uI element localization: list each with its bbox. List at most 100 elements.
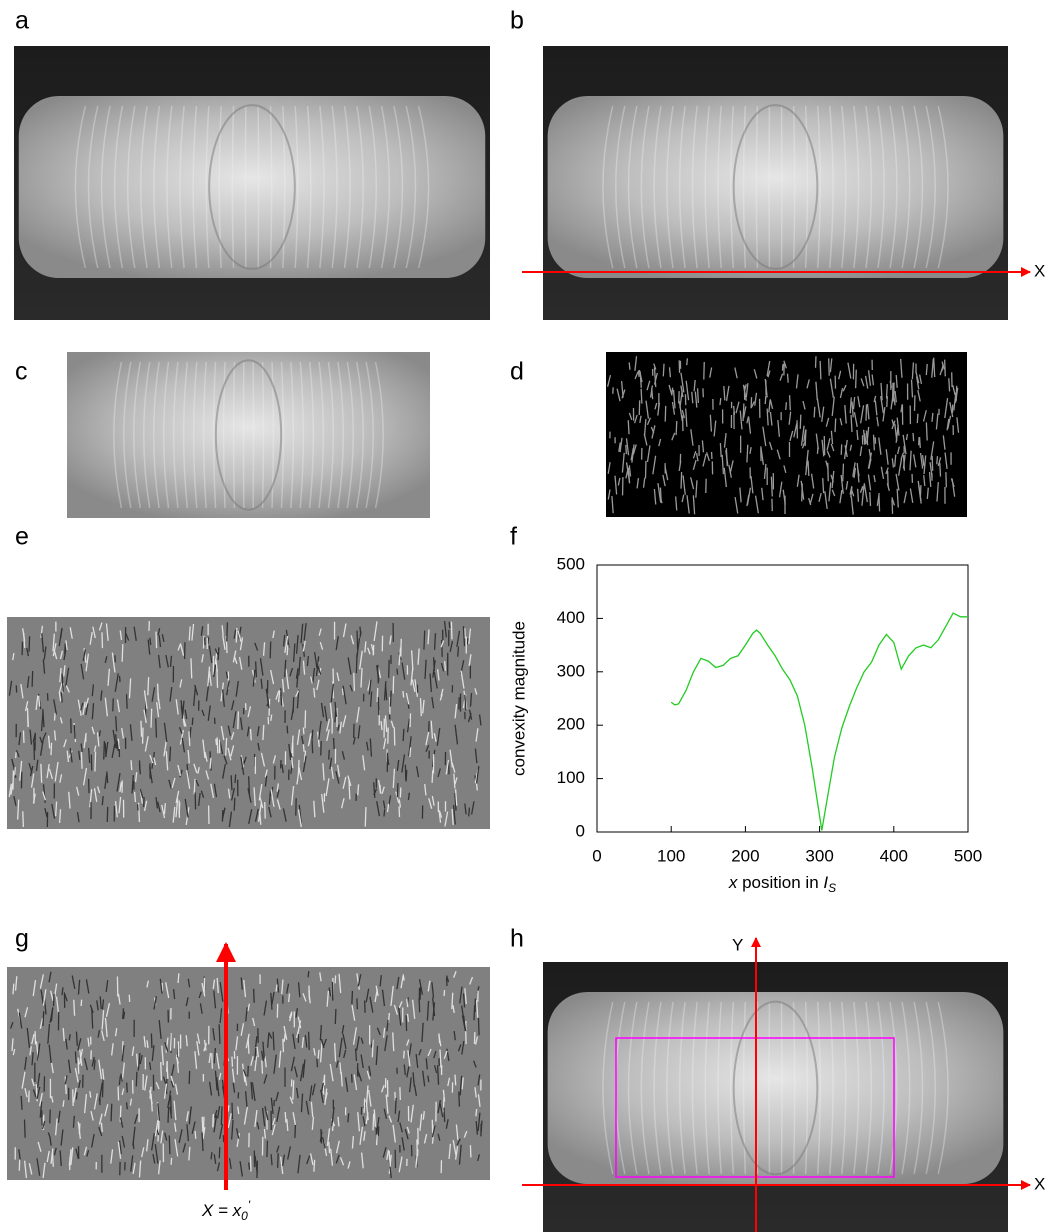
edge-stroke: [89, 1091, 92, 1098]
edge-stroke: [423, 1133, 428, 1144]
edge-stroke: [287, 993, 291, 1003]
edge-stroke: [52, 994, 55, 1007]
edge-stroke: [690, 429, 694, 446]
edge-stroke: [682, 475, 686, 495]
edge-stroke: [22, 811, 25, 828]
edge-stroke: [452, 804, 456, 825]
edge-stroke: [252, 669, 256, 687]
edge-stroke: [410, 667, 414, 686]
edge-stroke: [227, 1113, 232, 1128]
edge-stroke: [455, 1124, 459, 1140]
edge-stroke: [35, 759, 39, 771]
edge-stroke: [143, 800, 148, 812]
edge-stroke: [352, 737, 356, 745]
edge-stroke: [462, 626, 466, 647]
edge-stroke: [157, 692, 161, 710]
edge-stroke: [401, 662, 406, 680]
edge-stroke: [110, 1103, 113, 1122]
edge-stroke: [260, 1050, 265, 1062]
edge-stroke: [337, 724, 340, 731]
edge-stroke: [155, 631, 158, 649]
edge-stroke: [793, 423, 798, 438]
edge-stroke: [325, 778, 330, 797]
edge-stroke: [326, 990, 330, 1007]
edge-stroke: [392, 1032, 395, 1052]
edge-stroke: [161, 804, 166, 819]
edge-stroke: [477, 1017, 480, 1036]
edge-stroke: [952, 385, 956, 396]
ridge: [153, 361, 160, 509]
edge-stroke: [628, 465, 632, 477]
edge-stroke: [39, 1017, 44, 1029]
edge-stroke: [212, 979, 216, 989]
edge-stroke: [214, 648, 219, 656]
edge-stroke: [926, 487, 929, 499]
edge-stroke: [151, 687, 156, 702]
edge-stroke: [244, 1091, 248, 1109]
edge-stroke: [725, 450, 729, 465]
edge-stroke: [276, 978, 280, 993]
edge-stroke: [335, 636, 339, 651]
edge-stroke: [114, 1028, 118, 1037]
edge-stroke: [104, 697, 108, 717]
edge-stroke: [269, 641, 272, 659]
edge-stroke: [313, 687, 316, 698]
edge-stroke: [786, 373, 789, 383]
edge-stroke: [249, 1155, 252, 1172]
x-tick-label: 0: [592, 846, 601, 865]
edge-stroke: [625, 469, 629, 479]
edge-stroke: [330, 683, 334, 703]
edge-stroke: [857, 469, 860, 477]
edge-stroke: [294, 1123, 297, 1138]
edge-stroke: [39, 1101, 43, 1118]
edge-stroke: [891, 499, 894, 514]
edge-stroke: [122, 1011, 126, 1019]
edge-stroke: [281, 678, 285, 693]
edge-stroke: [427, 1075, 430, 1083]
edge-stroke: [276, 789, 280, 798]
edge-stroke: [438, 810, 442, 823]
edge-stroke: [331, 1107, 335, 1127]
edge-stroke: [357, 974, 362, 987]
edge-stroke: [910, 379, 914, 398]
edge-stroke: [668, 367, 672, 378]
edge-stroke: [946, 418, 950, 431]
edge-stroke: [431, 1125, 436, 1138]
edge-stroke: [91, 1009, 94, 1029]
edge-stroke: [290, 785, 295, 806]
edge-stroke: [190, 658, 193, 679]
edge-stroke: [376, 1027, 381, 1036]
ridge: [368, 105, 377, 269]
edge-stroke: [852, 462, 856, 477]
edge-stroke: [356, 973, 360, 990]
edge-stroke: [607, 489, 611, 500]
edge-stroke: [865, 430, 869, 446]
edge-stroke: [456, 630, 461, 647]
edge-stroke: [185, 1035, 188, 1047]
edge-stroke: [334, 701, 338, 717]
ridge: [380, 105, 391, 269]
edge-stroke: [202, 1127, 206, 1139]
edge-stroke: [333, 1043, 337, 1062]
edge-stroke: [60, 1129, 64, 1146]
edge-stroke: [275, 1091, 279, 1102]
edge-stroke: [869, 492, 872, 507]
edge-stroke: [53, 650, 58, 660]
edge-stroke: [174, 1139, 179, 1157]
edge-stroke: [936, 456, 939, 465]
edge-stroke: [254, 1047, 257, 1061]
edge-stroke: [76, 812, 80, 823]
edge-stroke: [86, 1150, 90, 1157]
edge-stroke: [90, 1111, 94, 1121]
edge-stroke: [36, 1043, 41, 1061]
edge-stroke: [436, 1065, 440, 1085]
edge-stroke: [371, 1039, 374, 1058]
ridge: [901, 1001, 911, 1175]
edge-stroke: [237, 630, 242, 642]
edge-stroke: [853, 467, 857, 479]
edge-stroke: [913, 454, 917, 468]
edge-stroke: [735, 401, 740, 414]
edge-stroke: [680, 372, 685, 393]
edge-stroke: [891, 419, 895, 426]
edge-stroke: [163, 1083, 168, 1099]
